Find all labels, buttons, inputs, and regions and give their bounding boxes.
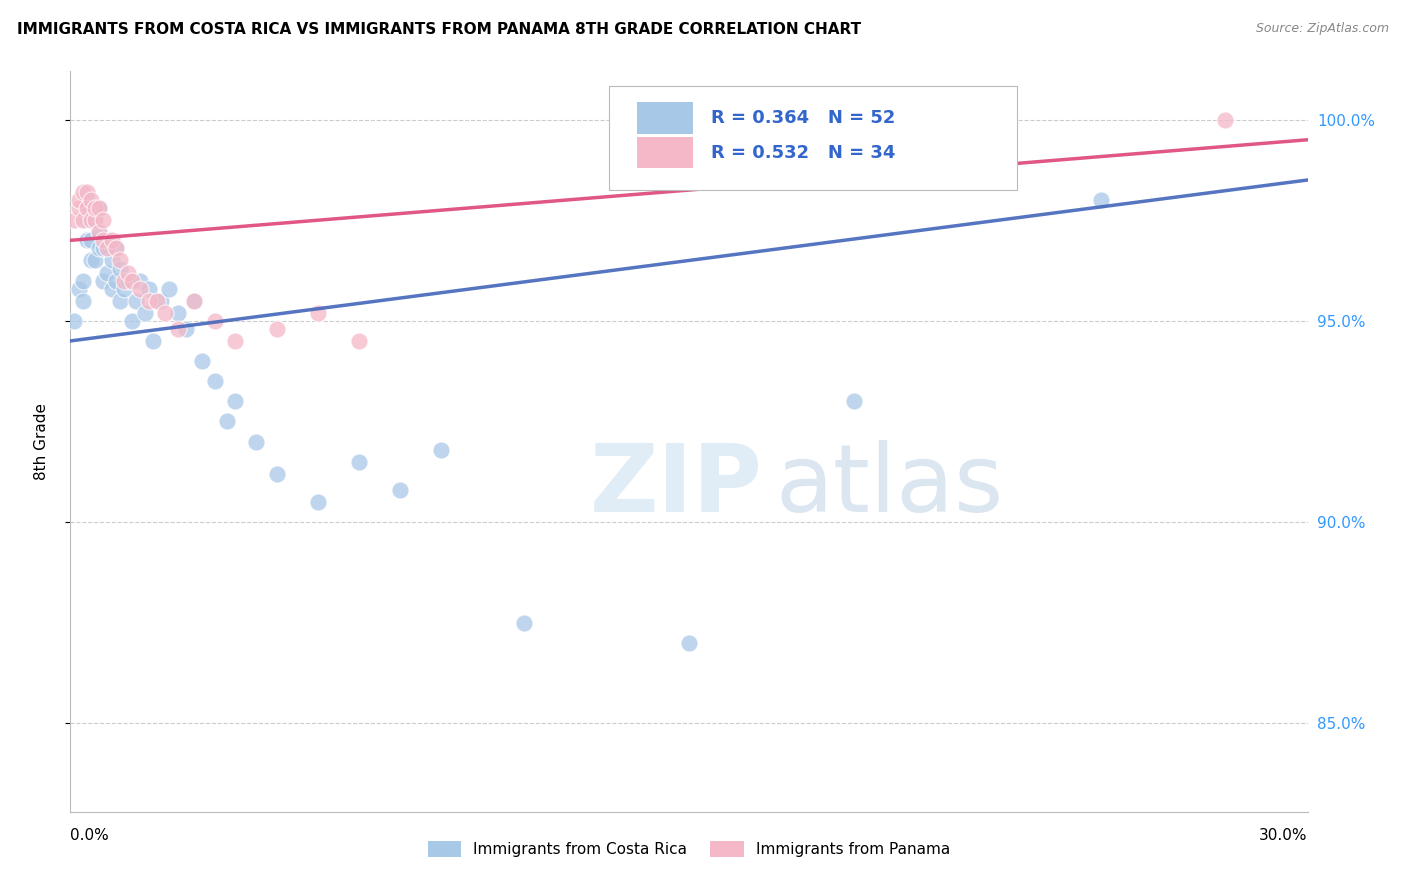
Point [84,213,107,227]
Point [142,334,165,348]
Point [138,293,160,308]
Point [678,636,700,650]
Point [191,354,214,368]
Point [266,467,288,481]
Point [80,233,103,247]
Point [104,274,127,288]
Point [89,201,111,215]
Point [224,334,246,348]
Point [347,334,370,348]
Point [67,282,90,296]
Point [117,274,139,288]
Point [104,241,127,255]
Point [153,306,176,320]
Text: atlas: atlas [776,440,1004,532]
Point [108,253,131,268]
Point [121,274,143,288]
Legend: Immigrants from Costa Rica, Immigrants from Panama: Immigrants from Costa Rica, Immigrants f… [422,835,956,863]
Point [80,213,103,227]
Text: Source: ZipAtlas.com: Source: ZipAtlas.com [1256,22,1389,36]
Text: ZIP: ZIP [591,440,763,532]
Point [121,314,143,328]
Text: 0.0%: 0.0% [70,828,110,843]
FancyBboxPatch shape [637,137,693,169]
Point [204,314,226,328]
Point [183,293,205,308]
Point [307,495,329,509]
Point [125,293,148,308]
Point [150,293,173,308]
Point [67,193,90,207]
Point [89,241,111,255]
Text: 30.0%: 30.0% [1260,828,1308,843]
Point [266,322,288,336]
FancyBboxPatch shape [637,103,693,134]
Point [166,322,188,336]
Point [89,225,111,239]
Point [80,253,103,268]
Point [112,274,135,288]
FancyBboxPatch shape [609,87,1017,190]
Point [138,282,160,296]
Y-axis label: 8th Grade: 8th Grade [35,403,49,480]
Point [104,241,127,255]
Point [100,233,122,247]
Text: R = 0.364   N = 52: R = 0.364 N = 52 [711,109,896,127]
Point [72,213,94,227]
Point [96,241,118,255]
Point [347,455,370,469]
Point [146,293,169,308]
Point [76,213,98,227]
Point [117,266,139,280]
Text: IMMIGRANTS FROM COSTA RICA VS IMMIGRANTS FROM PANAMA 8TH GRADE CORRELATION CHART: IMMIGRANTS FROM COSTA RICA VS IMMIGRANTS… [17,22,860,37]
Point [96,266,118,280]
Point [204,374,226,388]
Point [91,274,114,288]
Point [513,615,536,630]
Point [89,225,111,239]
Text: R = 0.532   N = 34: R = 0.532 N = 34 [711,144,896,161]
Point [215,414,238,428]
Point [84,201,107,215]
Point [224,394,246,409]
Point [157,282,180,296]
Point [72,185,94,199]
Point [1090,193,1112,207]
Point [108,261,131,276]
Point [72,274,94,288]
Point [63,314,86,328]
Point [80,193,103,207]
Point [76,185,98,199]
Point [100,253,122,268]
Point [129,274,152,288]
Point [100,282,122,296]
Point [389,483,412,497]
Point [307,306,329,320]
Point [84,213,107,227]
Point [183,293,205,308]
Point [112,282,135,296]
Point [63,213,86,227]
Point [134,306,156,320]
Point [91,241,114,255]
Point [96,233,118,247]
Point [72,293,94,308]
Point [91,233,114,247]
Point [91,213,114,227]
Point [80,201,103,215]
Point [430,442,453,457]
Point [76,233,98,247]
Point [76,201,98,215]
Point [174,322,197,336]
Point [129,282,152,296]
Point [842,394,865,409]
Point [1213,112,1236,127]
Point [245,434,267,449]
Point [84,253,107,268]
Point [76,193,98,207]
Point [67,201,90,215]
Point [108,293,131,308]
Point [166,306,188,320]
Point [89,201,111,215]
